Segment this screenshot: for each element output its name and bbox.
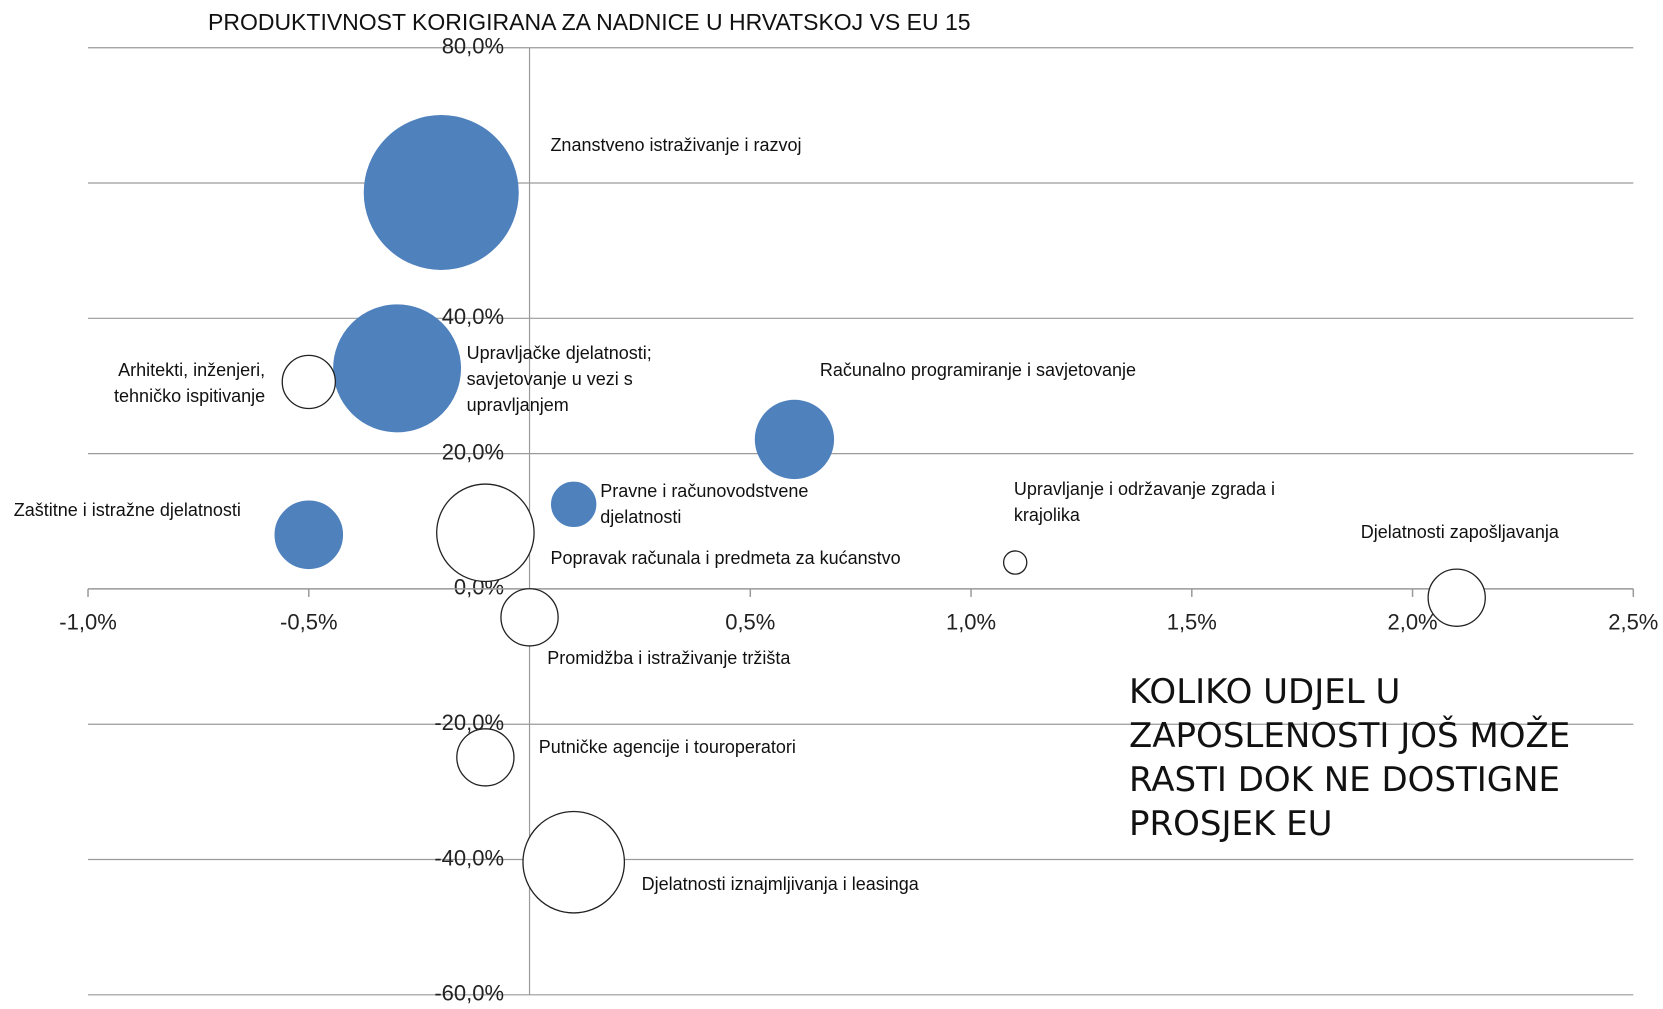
x-tick-label: 2,5%: [1608, 610, 1658, 635]
y-tick-label: 40,0%: [442, 304, 504, 329]
bubble-label: Znanstveno istraživanje i razvoj: [550, 134, 802, 155]
bubble-label: Promidžba i istraživanje tržišta: [547, 647, 791, 668]
bubble-label: Arhitekti, inženjeri, tehničko ispitivan…: [114, 360, 266, 407]
x-tick-label: -1,0%: [59, 610, 116, 635]
bubble: [1002, 550, 1028, 575]
bubble-label: Djelatnosti zapošljavanja: [1360, 521, 1559, 542]
bubble: [363, 114, 519, 270]
chart-title: PRODUKTIVNOST KORIGIRANA ZA NADNICE U HR…: [208, 9, 971, 35]
bubble-label: Pravne i računovodstvene djelatnosti: [600, 481, 809, 528]
bubble-label: Računalno programiranje i savjetovanje: [819, 360, 1137, 381]
x-tick-label: 1,5%: [1167, 610, 1217, 635]
bubble-label: Putničke agencije i touroperatori: [538, 736, 796, 757]
bubble-label: Upravljanje i održavanje zgrada i krajol…: [1013, 479, 1276, 526]
x-tick-label: -0,5%: [280, 610, 337, 635]
x-tick-label: 2,0%: [1387, 610, 1437, 635]
x-tick-label: 0,5%: [725, 610, 775, 635]
bubble: [274, 500, 344, 570]
y-tick-label: -60,0%: [434, 981, 504, 1006]
bubble: [551, 481, 597, 528]
x-tick-label: 1,0%: [946, 610, 996, 635]
bubble: [333, 304, 462, 433]
bubble: [500, 588, 559, 647]
bubble: [456, 728, 515, 787]
bubble: [281, 354, 336, 410]
y-tick-label: 80,0%: [442, 34, 504, 59]
y-tick-label: 20,0%: [442, 439, 504, 464]
bubble-label: Upravljačke djelatnosti; savjetovanje u …: [466, 343, 652, 416]
bubble: [1427, 568, 1486, 627]
bubble-label: Zaštitne i istražne djelatnosti: [13, 500, 241, 521]
y-tick-label: -40,0%: [434, 845, 504, 870]
bubble: [522, 810, 626, 914]
bubble-label: Djelatnosti iznajmljivanja i leasinga: [641, 873, 919, 894]
bubble: [754, 399, 835, 480]
bubble-label: Popravak računala i predmeta za kućanstv…: [550, 548, 901, 569]
annotation: KOLIKO UDJEL U ZAPOSLENOSTI JOŠ MOŽE RAS…: [1129, 672, 1571, 844]
bubble: [436, 483, 535, 583]
